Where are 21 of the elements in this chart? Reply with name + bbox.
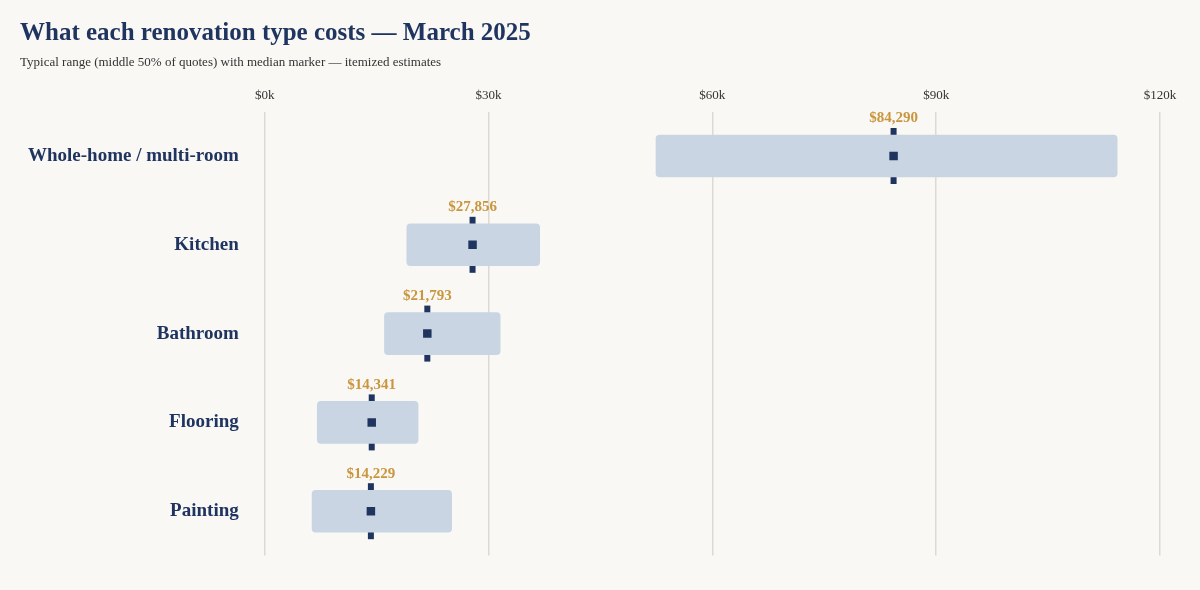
point <box>889 151 898 161</box>
data-label: $14,341 <box>347 375 397 392</box>
data-label: $21,793 <box>402 286 452 303</box>
y-tick-label: Bathroom <box>156 321 239 343</box>
y-tick-label: Kitchen <box>174 232 240 254</box>
x-tick-label: $120k <box>1143 87 1177 103</box>
chart-title: What each renovation type costs — March 2025 <box>20 18 531 46</box>
chart-subtitle: Typical range (middle 50% of quotes) with median marker — itemized estimates <box>20 54 442 70</box>
data-label: $84,290 <box>869 109 918 126</box>
y-tick-label: Whole-home / multi-room <box>27 143 239 165</box>
data-label: $27,856 <box>448 198 498 215</box>
y-tick-label: Painting <box>170 499 240 521</box>
x-tick-label: $0k <box>254 87 275 103</box>
x-tick-label: $60k <box>699 87 726 103</box>
x-tick-label: $90k <box>923 87 950 103</box>
point <box>367 418 376 427</box>
data-label: $14,229 <box>346 464 396 481</box>
point <box>423 329 432 338</box>
point <box>468 240 477 250</box>
x-tick-label: $30k <box>475 87 503 103</box>
y-tick-label: Flooring <box>169 410 240 432</box>
